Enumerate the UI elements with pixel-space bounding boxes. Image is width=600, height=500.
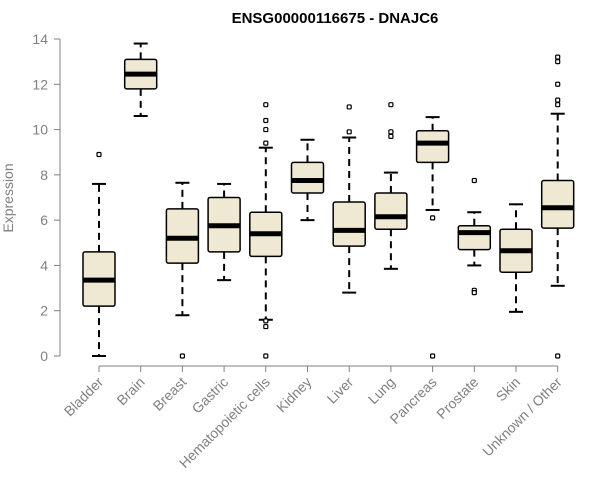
x-tick-label: Unknown / Other — [479, 374, 565, 460]
outlier-point — [346, 104, 352, 110]
outlier-point — [555, 81, 561, 87]
box-gastric — [207, 182, 241, 282]
box-unknown-other — [540, 54, 575, 359]
box-iqr — [374, 192, 408, 230]
outlier-point — [263, 102, 269, 108]
y-tick-label: 6 — [40, 212, 48, 228]
outlier-point — [430, 353, 436, 359]
outlier-point — [555, 97, 561, 103]
x-tick-label: Lung — [365, 374, 398, 407]
box-iqr — [332, 201, 366, 247]
outlier-point — [388, 102, 394, 108]
box-prostate — [457, 177, 492, 296]
outlier-point — [263, 353, 269, 359]
outlier-point — [430, 215, 436, 221]
outlier-point — [471, 290, 477, 296]
box-skin — [499, 203, 533, 313]
outlier-point — [471, 177, 477, 184]
outlier-point — [263, 126, 269, 133]
box-hematopoietic-cells — [249, 102, 283, 359]
outlier-point — [263, 323, 269, 330]
x-tick-label: Skin — [493, 374, 524, 405]
box-iqr — [415, 129, 450, 164]
outlier-point — [263, 318, 269, 324]
box-iqr — [457, 225, 492, 251]
box-iqr — [290, 161, 325, 194]
outlier-point — [179, 353, 185, 359]
box-pancreas — [415, 116, 450, 359]
outlier-point — [555, 59, 561, 65]
y-tick-label: 4 — [40, 257, 48, 273]
outlier-point — [555, 353, 561, 359]
y-tick-label: 10 — [32, 122, 48, 138]
x-tick-label: Brain — [113, 374, 147, 408]
outlier-point — [346, 129, 352, 135]
box-kidney — [290, 138, 325, 222]
box-liver — [332, 104, 366, 294]
y-tick-label: 0 — [40, 348, 48, 364]
y-axis-label: Expression — [0, 163, 16, 232]
box-breast — [165, 181, 200, 359]
box-bladder — [82, 151, 116, 357]
outlier-point — [263, 140, 269, 146]
outlier-point — [555, 102, 561, 108]
box-brain — [123, 42, 158, 117]
y-tick-label: 14 — [32, 31, 48, 47]
outlier-point — [555, 54, 561, 60]
outlier-point — [388, 129, 394, 135]
x-tick-label: Breast — [150, 374, 190, 414]
outlier-point — [96, 151, 102, 158]
outlier-point — [388, 133, 394, 139]
y-tick-label: 12 — [32, 76, 48, 92]
y-tick-label: 2 — [40, 303, 48, 319]
box-iqr — [540, 179, 575, 229]
x-tick-label: Prostate — [433, 374, 481, 422]
outlier-point — [263, 117, 269, 124]
y-axis: 0 2 4 6 8 10 12 14 — [32, 31, 61, 364]
x-tick-label: Kidney — [273, 374, 315, 416]
x-tick-label: Liver — [324, 374, 357, 407]
y-tick-label: 8 — [40, 167, 48, 183]
boxes-group — [82, 42, 575, 359]
box-lung — [374, 102, 408, 270]
x-tick-label: Bladder — [61, 374, 107, 420]
chart-title: ENSG00000116675 - DNAJC6 — [232, 10, 439, 27]
